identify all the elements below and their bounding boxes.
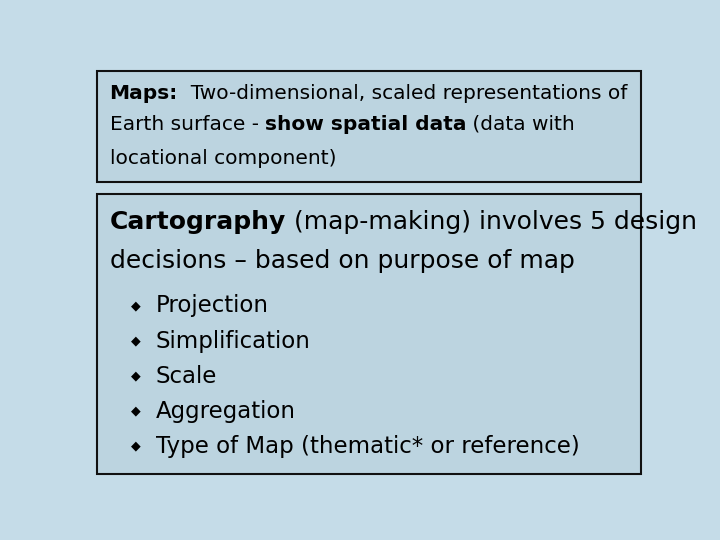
Text: Aggregation: Aggregation xyxy=(156,400,296,423)
Text: Projection: Projection xyxy=(156,294,269,318)
Text: (map-making) involves 5 design: (map-making) involves 5 design xyxy=(286,210,697,234)
Text: Scale: Scale xyxy=(156,364,217,388)
Text: Two-dimensional, scaled representations of: Two-dimensional, scaled representations … xyxy=(178,84,627,103)
Text: Earth surface -: Earth surface - xyxy=(109,115,265,134)
Text: decisions – based on purpose of map: decisions – based on purpose of map xyxy=(109,249,575,273)
Text: Type of Map (thematic* or reference): Type of Map (thematic* or reference) xyxy=(156,435,580,458)
Text: Simplification: Simplification xyxy=(156,329,311,353)
Text: ◆: ◆ xyxy=(132,370,141,383)
Text: ◆: ◆ xyxy=(132,440,141,453)
Text: ◆: ◆ xyxy=(132,335,141,348)
Text: ◆: ◆ xyxy=(132,300,141,313)
Text: (data with: (data with xyxy=(467,115,575,134)
Text: Maps:: Maps: xyxy=(109,84,178,103)
FancyBboxPatch shape xyxy=(97,194,641,474)
FancyBboxPatch shape xyxy=(97,71,641,182)
Text: locational component): locational component) xyxy=(109,149,336,168)
Text: Cartography: Cartography xyxy=(109,210,286,234)
Text: show spatial data: show spatial data xyxy=(265,115,467,134)
Text: ◆: ◆ xyxy=(132,404,141,418)
